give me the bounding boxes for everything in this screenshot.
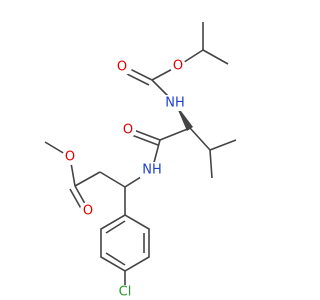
atom-labels: O O NH O NH O O Cl <box>62 58 187 300</box>
benzene-ring <box>100 214 150 272</box>
atom-label: O <box>65 150 75 165</box>
atom-label: O <box>123 123 133 138</box>
atom-label: O <box>117 60 127 75</box>
bond <box>105 252 126 266</box>
atom-label: Cl <box>119 285 132 300</box>
bond <box>105 220 126 234</box>
atom-label: NH <box>142 163 162 178</box>
bond <box>209 149 213 179</box>
bond <box>74 171 101 187</box>
bond <box>202 49 229 65</box>
bond <box>99 171 126 188</box>
atom-label: NH <box>165 96 185 111</box>
molecule-diagram: O O NH O NH O O Cl <box>44 22 237 300</box>
bond <box>209 139 237 151</box>
atom-label: O <box>173 59 183 74</box>
bond <box>128 133 159 146</box>
bonds <box>44 22 237 286</box>
bond <box>159 127 191 141</box>
atom-label: O <box>83 204 93 219</box>
bond <box>189 127 211 151</box>
